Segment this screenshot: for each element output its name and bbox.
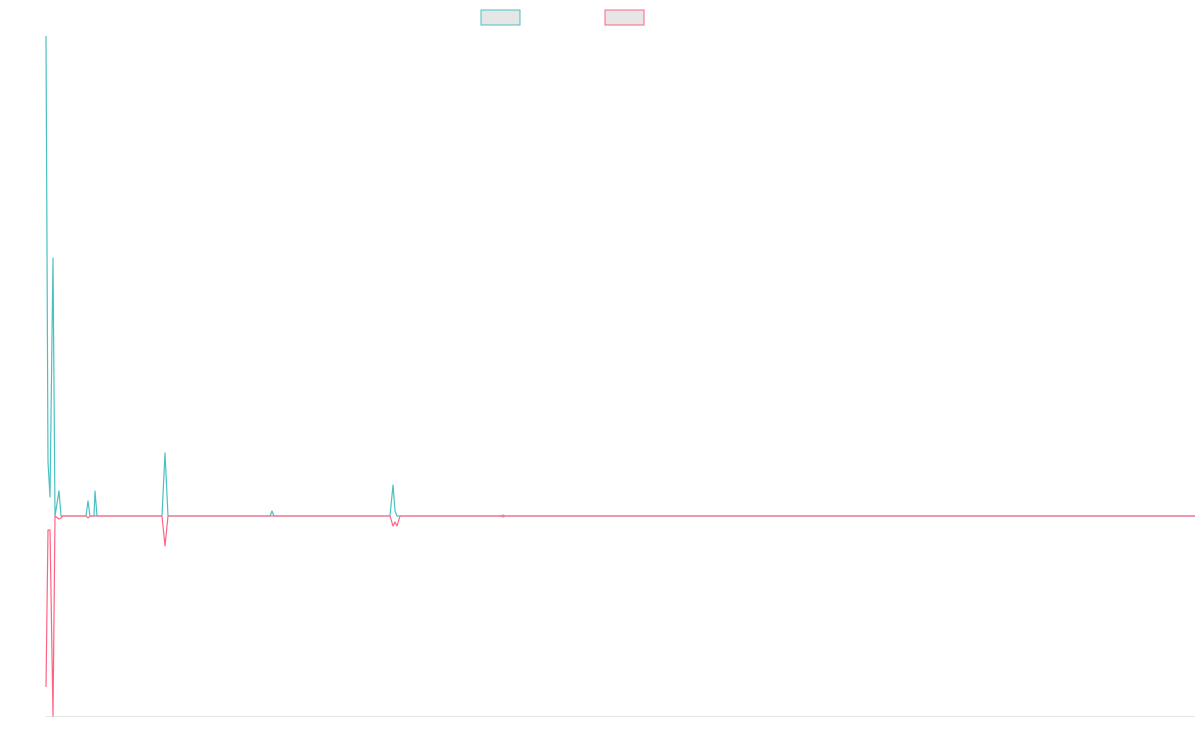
series-line bbox=[45, 35, 1195, 517]
legend-swatch bbox=[604, 9, 645, 26]
legend-swatch bbox=[480, 9, 521, 26]
legend bbox=[480, 9, 645, 26]
plot-area bbox=[45, 35, 1195, 717]
series-line bbox=[45, 515, 1195, 717]
